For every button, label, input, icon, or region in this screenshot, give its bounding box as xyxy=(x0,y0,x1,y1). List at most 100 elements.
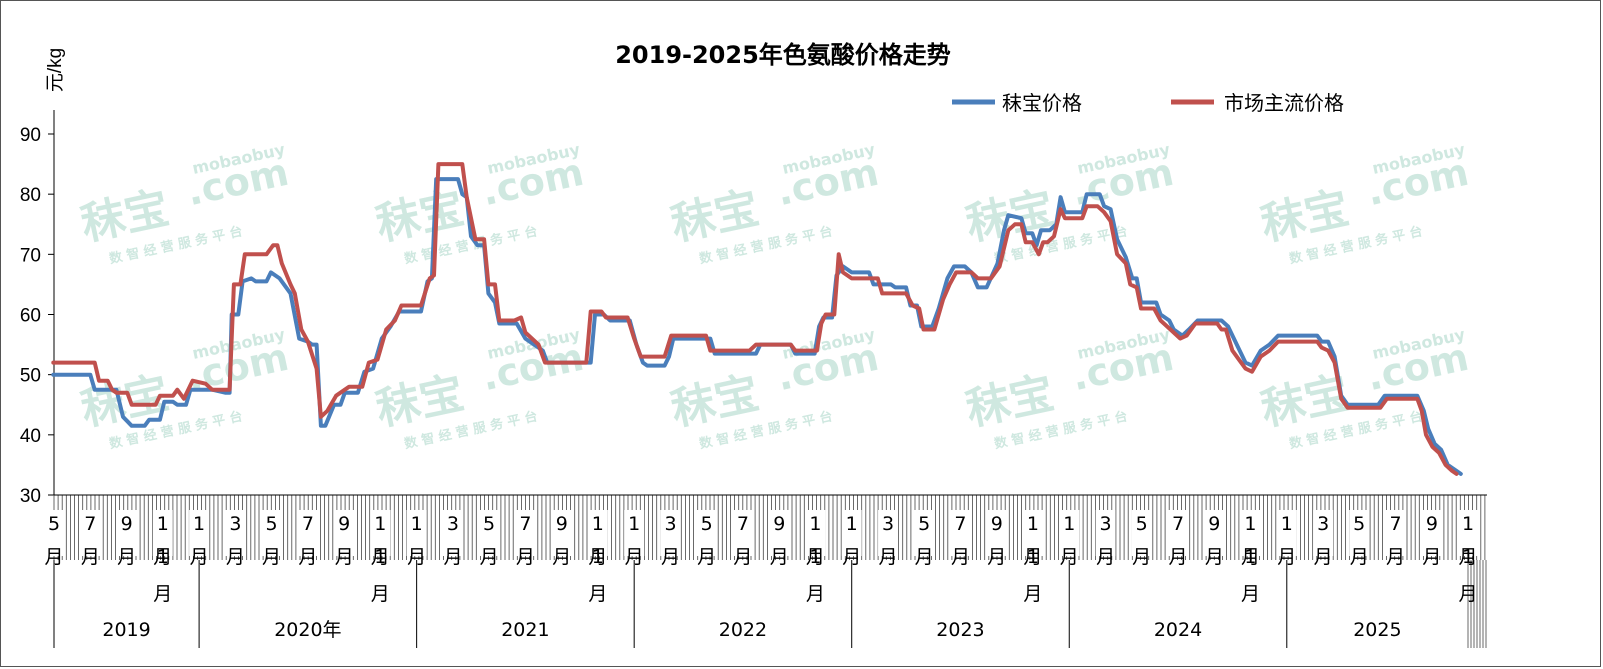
month-tick-suffix: 月 xyxy=(842,546,861,568)
x-axis-labels: 5月7月9月1月1月3月5月7月9月1月1月3月5月7月9月1月1月3月5月7月… xyxy=(44,510,1478,605)
month-tick-label: 9 xyxy=(121,513,133,535)
month-label-bg xyxy=(732,510,753,556)
month-tick-label: 7 xyxy=(737,513,749,535)
month-tick-suffix: 月 xyxy=(1386,546,1405,568)
month-tick-suffix: 月 xyxy=(1422,546,1441,568)
month-tick-suffix: 月 xyxy=(733,546,752,568)
year-label: 2021 xyxy=(501,619,549,641)
month-tick-label: 3 xyxy=(882,513,894,535)
month-label-bg xyxy=(696,510,717,556)
month-tick-label: 9 xyxy=(1208,513,1220,535)
month-tick-label: 1 xyxy=(411,513,423,535)
chart-title: 2019-2025年色氨酸价格走势 xyxy=(615,41,951,69)
month-label-bg xyxy=(950,510,971,556)
series-line-2 xyxy=(51,162,1459,476)
month-label-bg xyxy=(986,510,1007,556)
month-tick-label: 7 xyxy=(1172,513,1184,535)
legend-label-series-2: 市场主流价格 xyxy=(1224,91,1344,115)
watermark-brand: 秣宝 xyxy=(372,183,469,251)
month-label-bg xyxy=(80,510,101,556)
legend: 秣宝价格 市场主流价格 xyxy=(952,91,1344,115)
month-tick-label: 3 xyxy=(1317,513,1329,535)
month-tick-label: 1 xyxy=(1063,513,1075,535)
month-tick-suffix: 月 xyxy=(879,546,898,568)
watermark-brand: 秣宝 xyxy=(1257,183,1354,251)
month-tick-label: 7 xyxy=(1390,513,1402,535)
month-label-bg xyxy=(1022,510,1043,556)
month-label-bg xyxy=(1349,510,1370,556)
month-tick-suffix: 月 xyxy=(153,546,172,568)
month-tick-suffix: 月 xyxy=(1458,546,1477,568)
month-tick-suffix: 月 xyxy=(226,546,245,568)
month-tick-continuation: 1 xyxy=(1462,546,1474,568)
y-axis-label: 元/kg xyxy=(45,48,66,92)
month-tick-suffix: 月 xyxy=(298,546,317,568)
watermark-brand: 秣宝 xyxy=(372,368,469,436)
month-tick-suffix: 月 xyxy=(1132,546,1151,568)
month-tick-continuation: 1 xyxy=(157,546,169,568)
month-tick-suffix: 月 xyxy=(1096,546,1115,568)
month-label-bg xyxy=(587,510,608,556)
month-tick-label: 1 xyxy=(809,513,821,535)
y-tick-label: 70 xyxy=(20,245,41,266)
y-tick-label: 90 xyxy=(20,125,41,146)
month-tick-suffix: 月 xyxy=(117,546,136,568)
y-tick-label: 60 xyxy=(20,306,41,327)
month-tick-continuation: 1 xyxy=(1027,546,1039,568)
month-label-bg xyxy=(1385,510,1406,556)
month-label-bg xyxy=(189,510,210,556)
month-tick-suffix: 月 xyxy=(1277,546,1296,568)
y-tick-label: 80 xyxy=(20,185,41,206)
month-tick-label: 9 xyxy=(556,513,568,535)
y-tick-label: 30 xyxy=(20,486,41,507)
month-tick-suffix: 月 xyxy=(81,546,100,568)
month-tick-label: 5 xyxy=(483,513,495,535)
month-label-bg xyxy=(406,510,427,556)
month-label-bg xyxy=(1168,510,1189,556)
month-label-bg xyxy=(479,510,500,556)
month-tick-label: 7 xyxy=(954,513,966,535)
legend-label-series-1: 秣宝价格 xyxy=(1002,91,1082,115)
month-tick-suffix: 月 xyxy=(552,546,571,568)
month-tick-label: 5 xyxy=(918,513,930,535)
month-tick-label: 1 xyxy=(1027,513,1039,535)
year-label: 2024 xyxy=(1154,619,1202,641)
month-tick-tail: 月 xyxy=(1241,583,1260,605)
month-tick-label: 1 xyxy=(1462,513,1474,535)
watermark-brand: 秣宝 xyxy=(962,368,1059,436)
month-tick-suffix: 月 xyxy=(625,546,644,568)
x-axis-year-band: 2019 2020年 2021 2022 2023 2024 2025 xyxy=(53,560,1402,648)
year-label: 2020年 xyxy=(274,619,341,641)
month-tick-suffix: 月 xyxy=(951,546,970,568)
month-tick-continuation: 1 xyxy=(592,546,604,568)
month-label-bg xyxy=(805,510,826,556)
month-tick-tail: 月 xyxy=(153,583,172,605)
y-ticks: 30 40 50 60 70 80 90 xyxy=(20,125,54,507)
month-tick-label: 7 xyxy=(302,513,314,535)
y-tick-label: 50 xyxy=(20,366,41,387)
month-label-bg xyxy=(1059,510,1080,556)
month-label-bg xyxy=(660,510,681,556)
month-tick-label: 9 xyxy=(1426,513,1438,535)
month-tick-label: 5 xyxy=(1353,513,1365,535)
month-tick-suffix: 月 xyxy=(443,546,462,568)
month-label-bg xyxy=(1458,510,1478,556)
month-tick-continuation: 1 xyxy=(374,546,386,568)
month-tick-label: 5 xyxy=(48,513,60,535)
month-tick-tail: 月 xyxy=(806,583,825,605)
month-tick-label: 3 xyxy=(1100,513,1112,535)
month-tick-suffix: 月 xyxy=(770,546,789,568)
month-tick-suffix: 月 xyxy=(806,546,825,568)
month-label-bg xyxy=(44,510,64,556)
month-tick-label: 1 xyxy=(592,513,604,535)
month-tick-label: 5 xyxy=(265,513,277,535)
month-tick-label: 3 xyxy=(447,513,459,535)
month-tick-label: 1 xyxy=(193,513,205,535)
watermark-brand: 秣宝 xyxy=(667,368,764,436)
month-label-bg xyxy=(116,510,137,556)
